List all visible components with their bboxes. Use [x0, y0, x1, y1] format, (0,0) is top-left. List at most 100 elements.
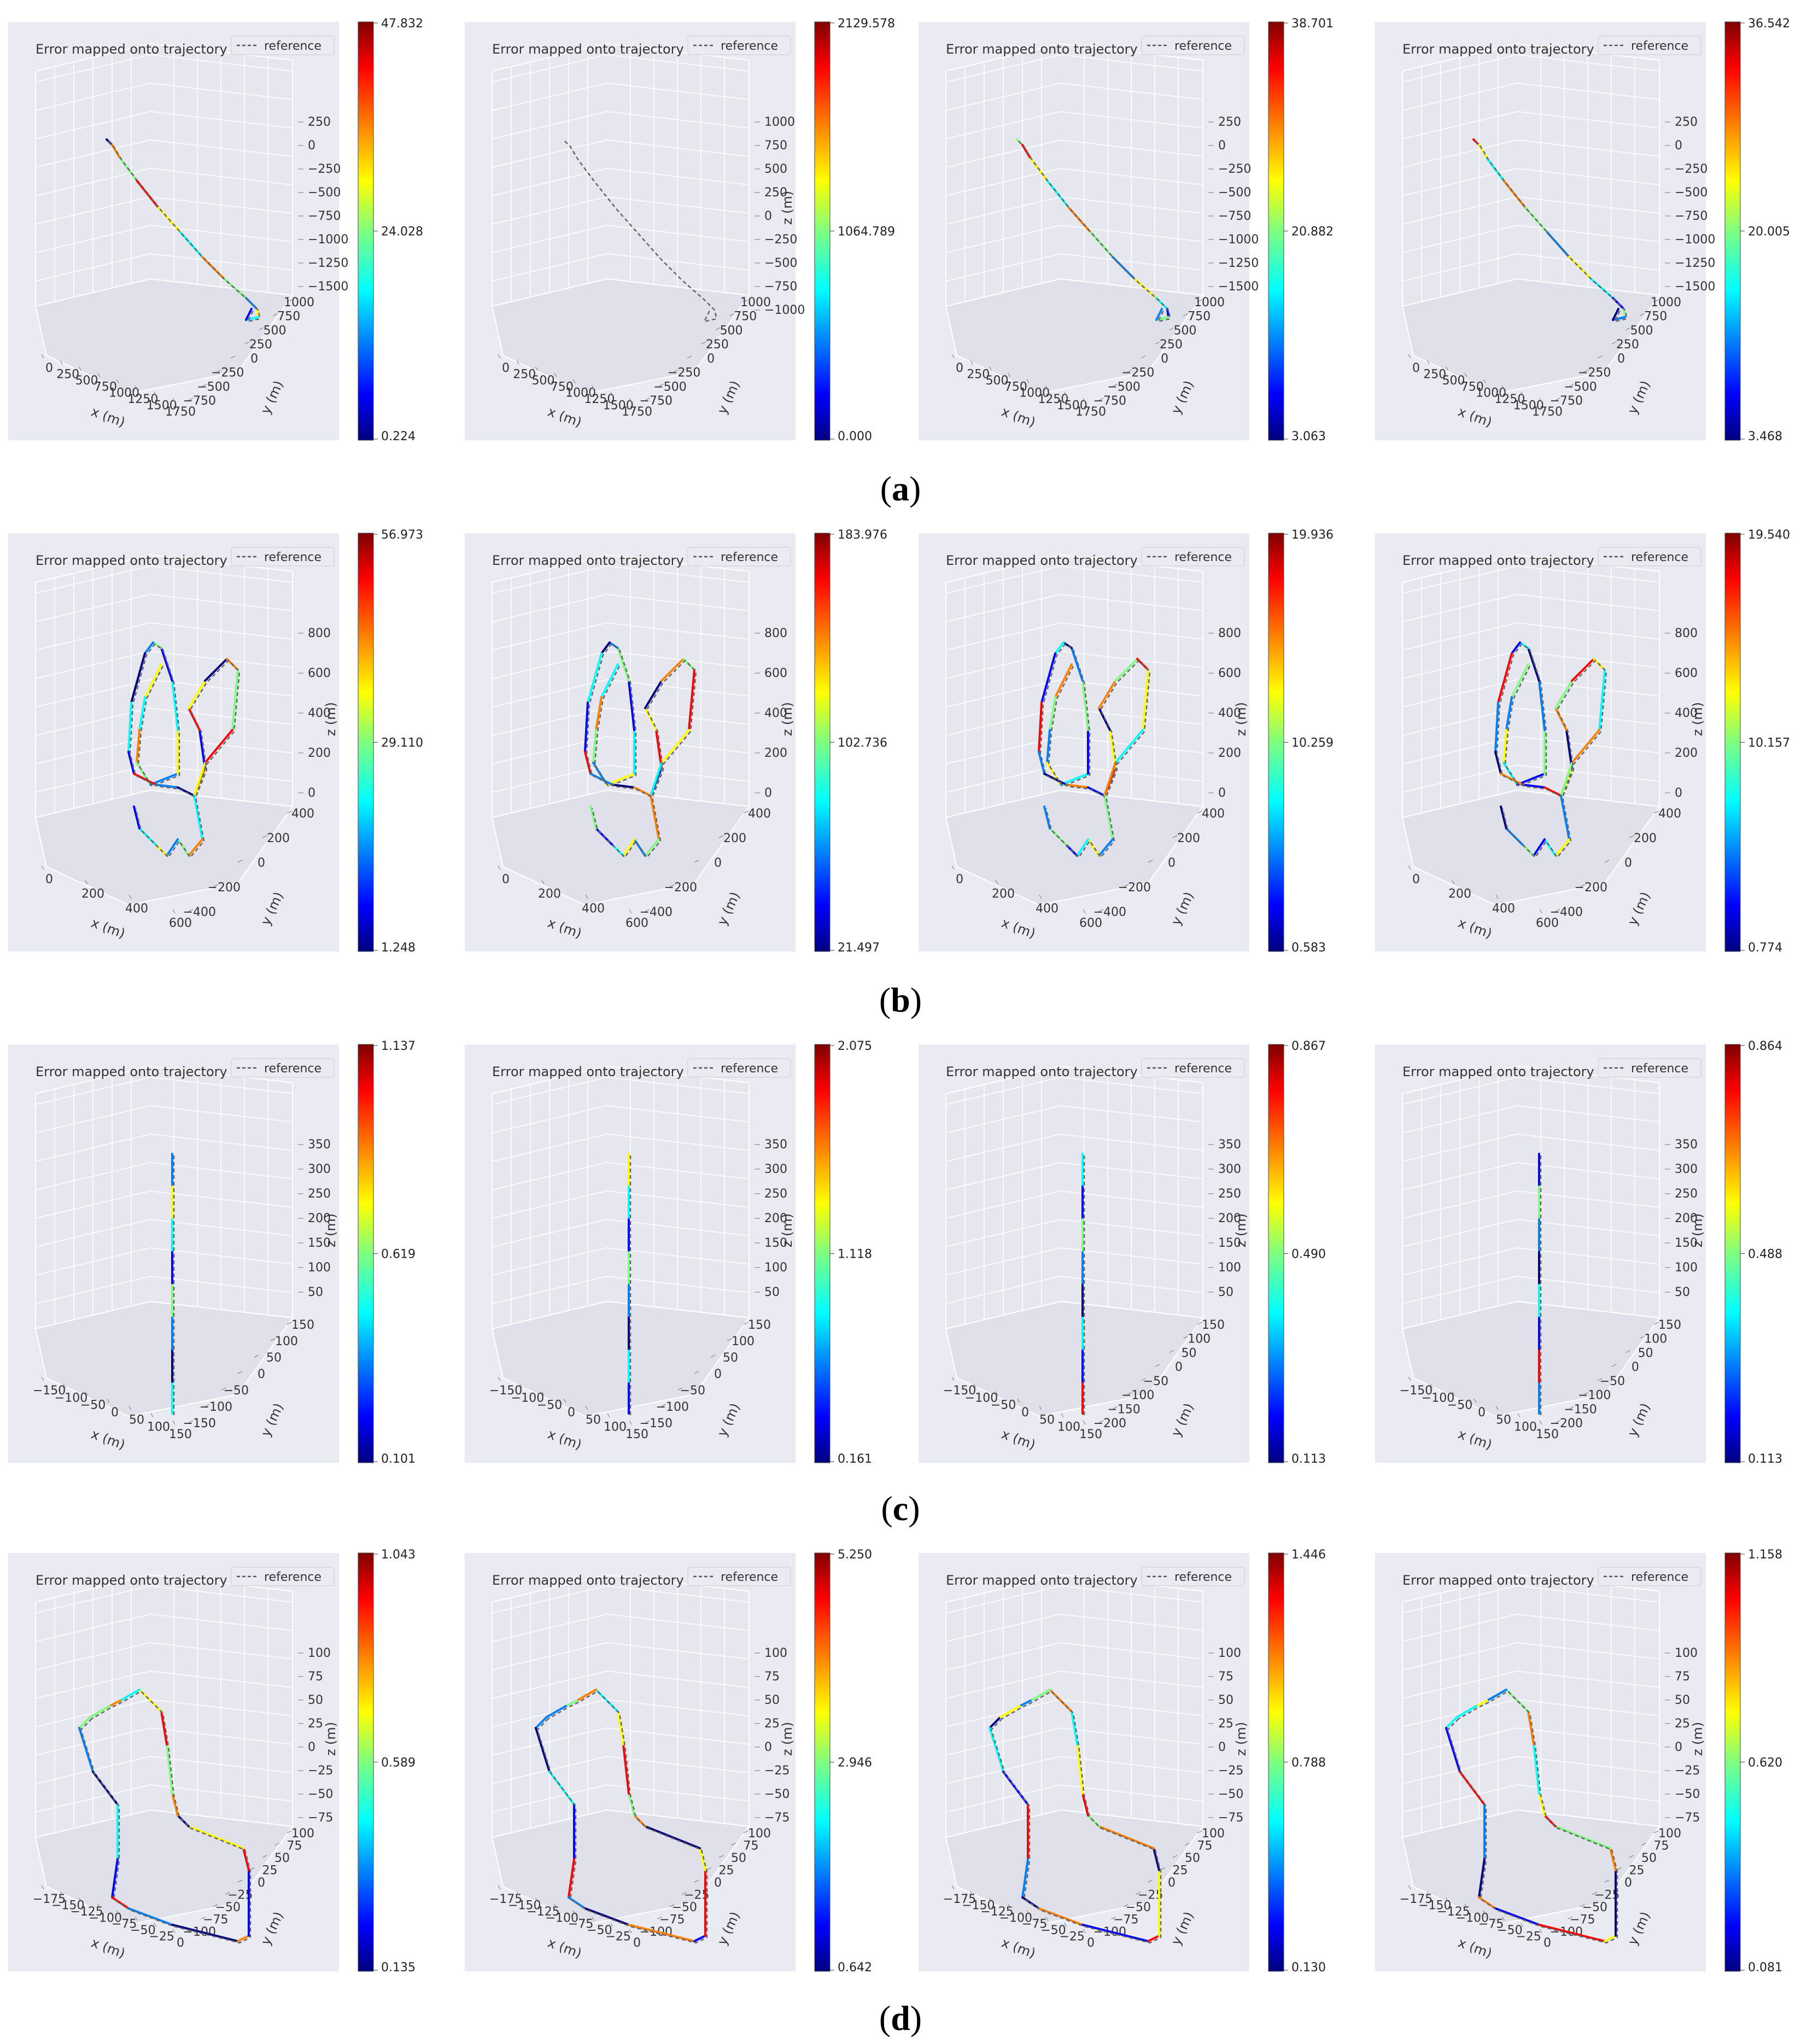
x-tick-mark	[172, 398, 176, 402]
trajectory-segment	[155, 784, 179, 789]
trajectory-segment	[1475, 1700, 1488, 1707]
y-tick-label: −75	[659, 1913, 685, 1927]
y-tick-mark	[1555, 1420, 1560, 1423]
x-tick-mark	[591, 1916, 594, 1921]
colorbar	[1268, 1552, 1284, 1972]
panel-3-0: Error mapped onto trajectory reference 100…	[8, 1548, 416, 1975]
panel-3-1: Error mapped onto trajectory reference 100…	[465, 1548, 872, 1975]
x-tick-mark	[41, 1376, 44, 1381]
trajectory-segment	[1054, 641, 1065, 655]
legend-box	[1598, 36, 1701, 55]
y-tick-label: 200	[267, 832, 290, 845]
trajectory-segment	[699, 1847, 706, 1871]
y-tick-label: 1000	[1194, 296, 1225, 309]
z-tick-label: −1500	[1675, 280, 1715, 294]
x-tick-mark	[41, 1885, 44, 1890]
y-tick-label: −50	[215, 1901, 241, 1914]
y-tick-label: −750	[1550, 394, 1583, 408]
x-tick-mark	[591, 385, 594, 390]
trajectory-segment	[1445, 1727, 1461, 1773]
trajectory-segment	[1538, 1924, 1606, 1942]
floor-pane	[34, 1300, 294, 1417]
trajectory-segment	[1533, 838, 1546, 857]
reference-trajectory	[129, 643, 241, 859]
x-tick-label: 400	[125, 902, 148, 915]
trajectory-segment	[1142, 669, 1149, 731]
trajectory-segment	[1543, 786, 1562, 797]
colorbar	[1724, 1552, 1741, 1972]
x-tick-mark	[135, 1916, 138, 1921]
x-tick-label: −50	[1447, 1399, 1472, 1412]
trajectory-segment	[78, 1716, 91, 1729]
x-tick-mark	[951, 1885, 955, 1890]
floor-pane	[491, 1300, 750, 1417]
x-tick-mark	[79, 1897, 82, 1902]
y-tick-label: 500	[1630, 324, 1653, 337]
trajectory-segment	[628, 680, 635, 731]
y-tick-mark	[1597, 355, 1603, 359]
y-tick-label: −400	[1550, 906, 1583, 919]
x-tick-label: 400	[1492, 902, 1515, 915]
y-tick-mark	[1653, 810, 1659, 814]
trajectory-segment	[576, 1689, 597, 1702]
x-tick-mark	[1539, 1929, 1542, 1934]
z-tick-label: 25	[1675, 1717, 1690, 1731]
trajectory-segment	[1554, 680, 1573, 709]
x-tick-mark	[1446, 366, 1449, 371]
y-tick-mark	[645, 909, 650, 912]
y-tick-mark	[1583, 370, 1588, 373]
floor-pane	[945, 278, 1204, 395]
x-tick-mark	[172, 909, 176, 914]
z-tick-label: −1500	[308, 280, 348, 294]
colorbar-max-label: 0.867	[1291, 1039, 1326, 1053]
legend-reference-label: reference	[1174, 1570, 1232, 1584]
z-tick-label: 100	[1218, 1261, 1241, 1275]
x-tick-label: −100	[546, 1911, 578, 1925]
z-tick-label: 50	[1675, 1286, 1690, 1299]
y-tick-label: 100	[275, 1335, 298, 1348]
z-tick-label: 100	[764, 1261, 787, 1275]
z-tick-label: 50	[764, 1693, 780, 1707]
x-tick-label: 500	[532, 374, 555, 388]
z-tick-label: 250	[308, 1187, 331, 1201]
x-tick-label: −50	[991, 1399, 1016, 1412]
trajectory-segment	[1019, 1700, 1032, 1707]
colorbar-min-label: 0.135	[381, 1961, 416, 1975]
trajectory-segment	[1087, 786, 1106, 797]
trajectory-segment	[1500, 805, 1507, 830]
trajectory-segment	[166, 838, 179, 857]
y-tick-mark	[694, 860, 699, 863]
trajectory-segment	[595, 696, 603, 731]
z-tick-label: 1000	[764, 115, 795, 129]
trajectory-segment	[1166, 308, 1170, 318]
x-tick-mark	[610, 392, 613, 396]
z-tick-label: 0	[308, 139, 315, 153]
x-tick-label: 1000	[1019, 387, 1050, 400]
colorbar-max-label: 183.976	[838, 528, 887, 542]
trajectory-segment	[650, 795, 660, 840]
colorbar-mid-label: 0.490	[1291, 1248, 1326, 1262]
colorbar-min-label: 0.101	[381, 1452, 416, 1466]
colorbar	[814, 21, 831, 441]
y-tick-label: 250	[1160, 338, 1183, 352]
z-tick-label: 300	[1218, 1163, 1241, 1176]
y-tick-mark	[669, 884, 675, 887]
trajectory-segment	[1103, 762, 1116, 797]
plot-title: Error mapped onto trajectory	[492, 1064, 684, 1079]
x-tick-mark	[172, 1929, 176, 1934]
z-tick-label: 0	[1218, 139, 1226, 153]
z-tick-label: −250	[764, 233, 797, 247]
colorbar-mid-label: 2.946	[838, 1756, 872, 1770]
y-tick-label: −250	[211, 366, 244, 380]
y-tick-mark	[1555, 909, 1560, 912]
y-tick-mark	[1640, 1336, 1645, 1339]
colorbar	[1268, 21, 1284, 441]
y-tick-mark	[710, 1354, 716, 1358]
trajectory-segment	[622, 1743, 630, 1795]
x-tick-mark	[563, 1398, 566, 1403]
trajectory-segment	[1043, 805, 1051, 830]
reference-trajectory	[1039, 643, 1151, 859]
y-tick-mark	[661, 1404, 666, 1407]
x-tick-label: −175	[1400, 1893, 1432, 1906]
legend-box	[231, 1567, 335, 1586]
